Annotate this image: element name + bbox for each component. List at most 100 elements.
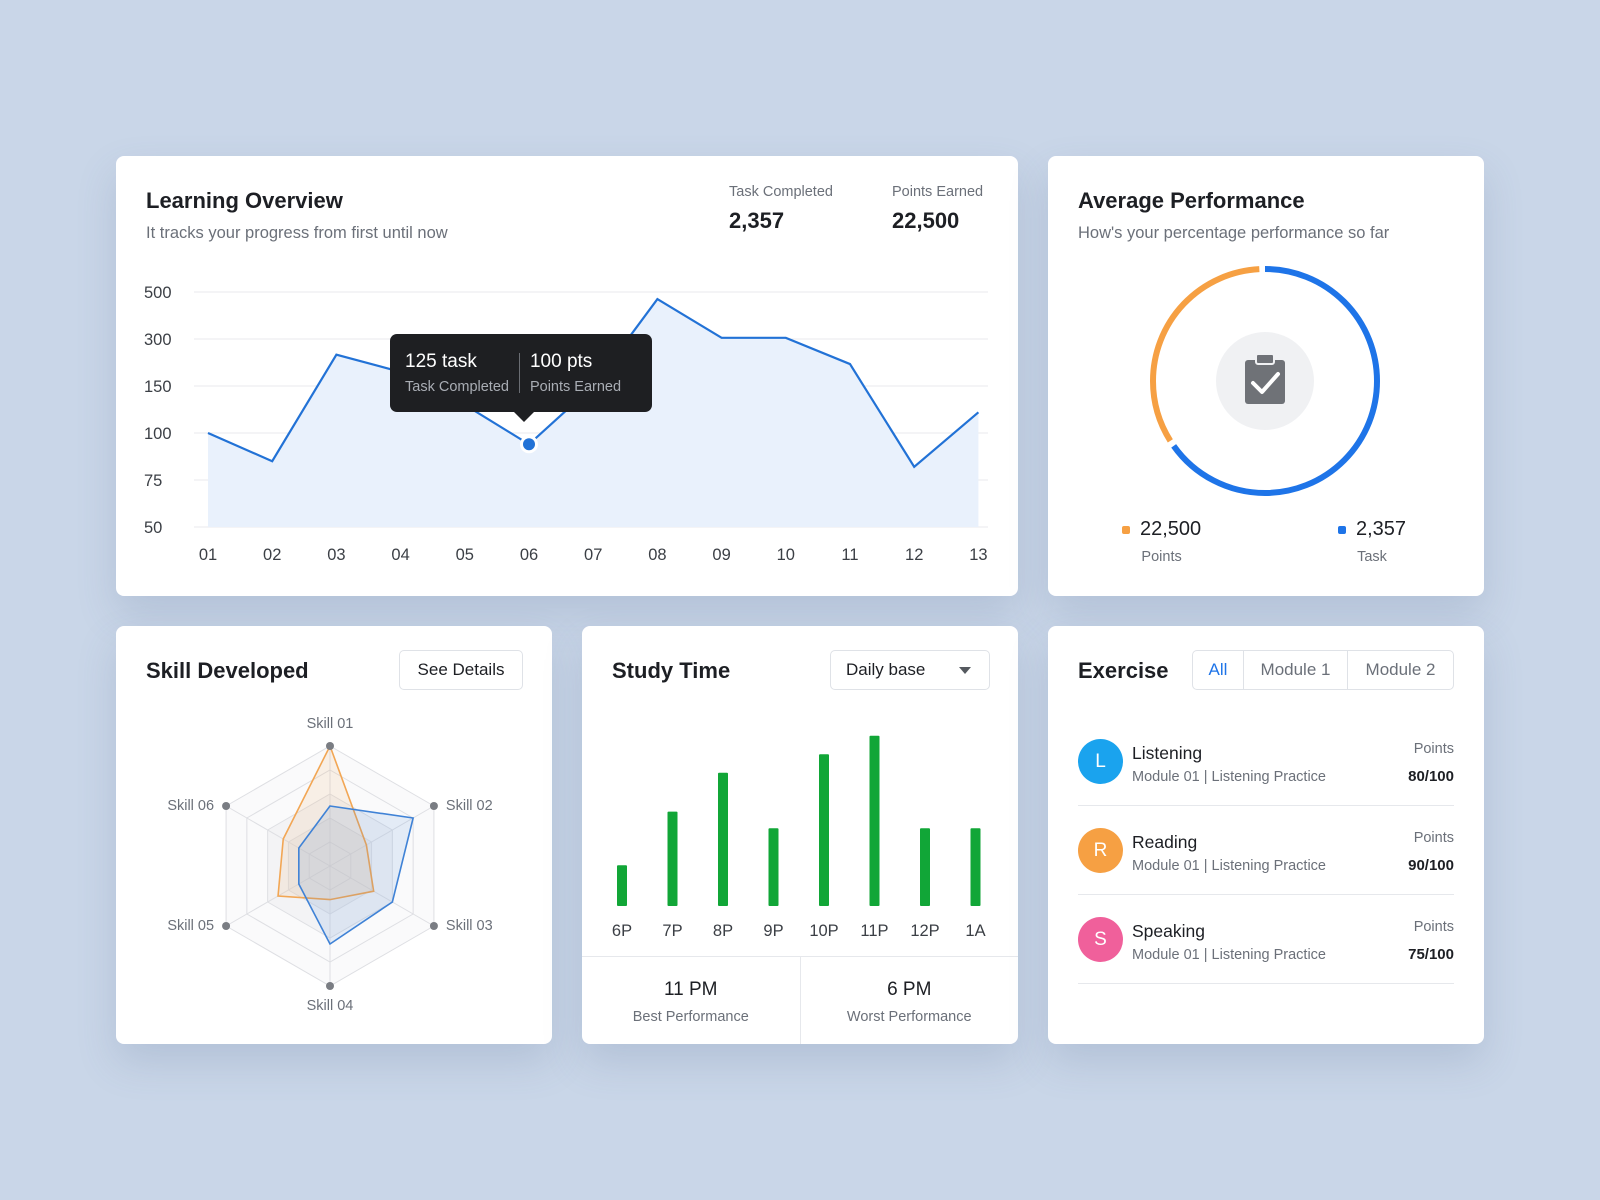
x-tick-label: 07 — [584, 546, 602, 564]
x-tick-label: 12 — [905, 546, 923, 564]
legend-points-label: Points — [1141, 549, 1182, 565]
radar-axis-label: Skill 04 — [307, 998, 354, 1014]
points-earned-stat: Points Earned 22,500 — [892, 184, 983, 234]
chart-tooltip: 125 task Task Completed 100 pts Points E… — [390, 334, 652, 422]
learning-overview-title: Learning Overview — [146, 188, 343, 213]
study-bar — [617, 865, 627, 906]
radar-vertex — [326, 742, 334, 750]
tab-module-1[interactable]: Module 1 — [1243, 651, 1347, 689]
study-bar — [869, 735, 880, 906]
worst-performance-label: Worst Performance — [846, 1009, 972, 1025]
radar-series-1 — [277, 743, 375, 901]
tab-module-2[interactable]: Module 2 — [1347, 651, 1453, 689]
list-item[interactable]: R Reading Module 01 | Listening Practice… — [1078, 806, 1454, 895]
learning-overview-card: Learning Overview It tracks your progres… — [116, 156, 1018, 596]
exercise-name: Listening — [1132, 743, 1203, 763]
points-value: 80/100 — [1408, 768, 1454, 785]
legend-task-dot — [1338, 525, 1346, 534]
exercise-list: L Listening Module 01 | Listening Practi… — [1078, 717, 1454, 984]
x-tick-label: 7P — [662, 922, 682, 940]
study-bar — [819, 754, 829, 906]
x-tick-label: 13 — [969, 546, 987, 564]
legend-points-value: 22,500 — [1140, 518, 1202, 540]
study-bar — [768, 828, 779, 906]
skill-developed-card: Skill Developed See Details Skill 01 Skil… — [116, 626, 552, 1044]
x-tick-label: 9P — [763, 922, 783, 940]
x-tick-label: 11 — [841, 546, 858, 564]
tab-all[interactable]: All — [1208, 660, 1228, 679]
average-performance-card: Average Performance How's your percentag… — [1048, 156, 1484, 596]
exercise-meta: Module 01 | Listening Practice — [1132, 947, 1326, 963]
exercise-meta: Module 01 | Listening Practice — [1132, 769, 1326, 785]
avatar: S — [1078, 917, 1123, 962]
x-tick-label: 1A — [965, 922, 985, 940]
radar-vertex — [326, 982, 334, 990]
x-tick-label: 04 — [391, 546, 409, 564]
task-completed-value: 2,357 — [729, 208, 785, 233]
module-filter-tabs: All Module 1 Module 2 — [1192, 650, 1454, 690]
highlight-point — [523, 438, 535, 451]
x-tick-label: 02 — [263, 546, 281, 564]
x-tick-label: 8P — [713, 922, 733, 940]
exercise-name: Reading — [1132, 832, 1198, 852]
x-tick-label: 08 — [648, 546, 666, 564]
donut-slice-task — [1150, 266, 1380, 496]
legend-task-value: 2,357 — [1356, 518, 1407, 540]
points-label: Points — [1413, 741, 1454, 757]
skill-developed-title: Skill Developed — [146, 658, 309, 683]
list-item[interactable]: L Listening Module 01 | Listening Practi… — [1078, 717, 1454, 806]
radar-axis-label: Skill 05 — [167, 918, 214, 934]
y-tick-label: 500 — [144, 284, 172, 302]
exercise-card: Exercise All Module 1 Module 2 L Listeni… — [1048, 626, 1484, 1044]
y-tick-label: 50 — [144, 519, 162, 537]
radar-vertex — [429, 802, 438, 810]
average-performance-subtitle: How's your percentage performance so far — [1078, 224, 1390, 242]
study-bar — [667, 811, 678, 906]
list-item[interactable]: S Speaking Module 01 | Listening Practic… — [1078, 895, 1454, 984]
x-tick-label: 05 — [456, 546, 474, 564]
average-performance-title: Average Performance — [1078, 188, 1305, 213]
radar-axis — [225, 805, 331, 867]
period-dropdown-value: Daily base — [846, 660, 926, 679]
study-time-summary: 11 PM Best Performance 6 PM Worst Perfor… — [582, 956, 1018, 1044]
y-tick-label: 300 — [144, 331, 172, 349]
x-tick-label: 10 — [777, 546, 795, 564]
learning-overview-chart: 500 300 150 100 75 50 01 02 03 04 05 06 07 08 09 10 11 12… — [144, 284, 988, 564]
points-earned-value: 22,500 — [892, 208, 960, 233]
see-details-button[interactable]: See Details — [399, 650, 523, 690]
y-tick-label: 100 — [144, 425, 172, 443]
x-tick-label: 06 — [520, 546, 538, 564]
chevron-down-icon — [959, 667, 971, 674]
avatar: L — [1078, 739, 1123, 784]
tooltip-points-value: 100 pts — [529, 351, 593, 372]
study-bar — [920, 828, 930, 906]
study-time-chart: 6P 7P 8P 9P 10P 11P 12P 1A — [612, 735, 986, 940]
tooltip-points-label: Points Earned — [529, 379, 622, 395]
radar-axis — [329, 805, 435, 867]
y-tick-label: 75 — [144, 472, 162, 490]
study-time-title: Study Time — [612, 658, 731, 683]
x-tick-label: 01 — [199, 546, 217, 564]
study-bar — [718, 772, 728, 906]
radar-vertex — [222, 802, 231, 810]
radar-vertex — [222, 922, 231, 930]
clipboard-check-icon — [1245, 353, 1285, 404]
avatar: R — [1078, 828, 1123, 873]
legend-task: 2,357 Task — [1338, 518, 1406, 565]
tooltip-task-value: 125 task — [405, 351, 477, 372]
performance-donut-chart — [1150, 266, 1380, 496]
period-dropdown[interactable]: Daily base — [830, 650, 990, 690]
radar-series-2 — [298, 805, 415, 946]
points-value: 75/100 — [1408, 946, 1454, 963]
legend-points: 22,500 Points — [1122, 518, 1201, 565]
task-completed-stat: Task Completed 2,357 — [729, 184, 833, 234]
worst-performance-value: 6 PM — [887, 979, 932, 1000]
points-label: Points — [1413, 830, 1454, 846]
donut-slice-points — [1150, 266, 1380, 496]
radar-axis-label: Skill 01 — [307, 716, 354, 732]
area-fill — [208, 299, 979, 527]
radar-vertex — [429, 922, 438, 930]
tooltip-task-label: Task Completed — [405, 379, 509, 395]
best-performance-value: 11 PM — [663, 979, 718, 1000]
legend-task-label: Task — [1357, 549, 1387, 565]
